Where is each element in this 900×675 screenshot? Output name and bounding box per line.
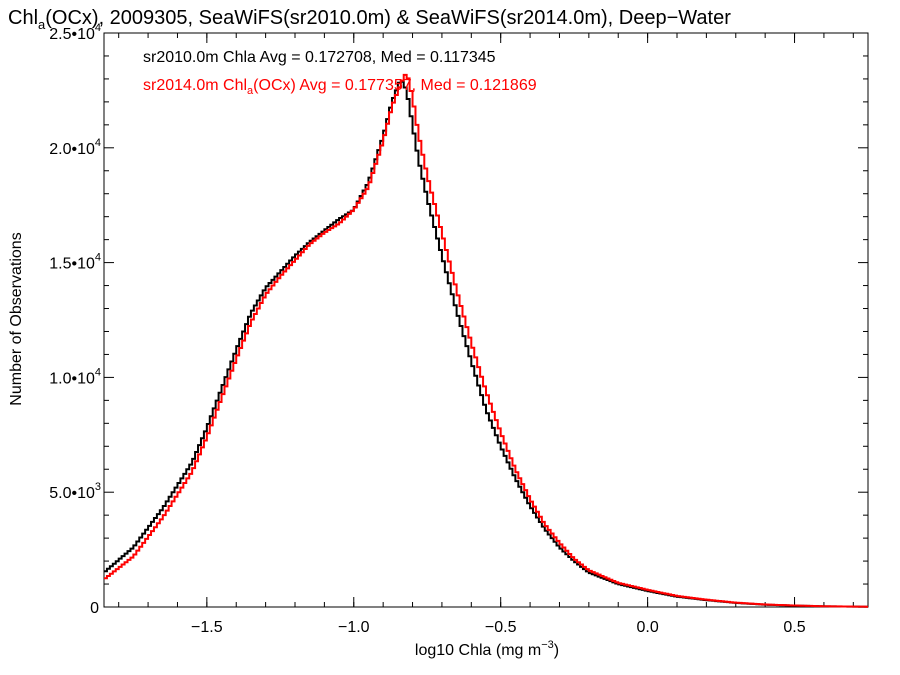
series-layer xyxy=(104,73,868,608)
y-tick-label: 1.5•104 xyxy=(49,252,101,273)
x-tick-label: −1.5 xyxy=(191,619,223,636)
series-line-sr2014 xyxy=(104,73,868,608)
y-tick-label: 0 xyxy=(90,600,99,617)
series-line-sr2010 xyxy=(104,80,868,608)
x-axis-title: log10 Chla (mg m−3) xyxy=(415,639,559,659)
legend-entry-sr2010: sr2010.0m Chla Avg = 0.172708, Med = 0.1… xyxy=(143,49,496,66)
x-tick-label: 0.5 xyxy=(783,619,805,636)
legend-entry-sr2014: sr2014.0m Chla(OCx) Avg = 0.177357, Med … xyxy=(143,77,537,97)
x-tick-label: −1.0 xyxy=(338,619,370,636)
y-tick-label: 2.5•104 xyxy=(49,22,101,43)
chart-title: Chla(OCx), 2009305, SeaWiFS(sr2010.0m) &… xyxy=(8,7,731,32)
y-axis: 0 5.0•103 1.0•104 1.5•104 2.0•104 2.5•104 xyxy=(49,22,868,617)
x-tick-label: −0.5 xyxy=(485,619,517,636)
x-axis: −1.5 −1.0 −0.5 0.0 0.5 xyxy=(118,33,854,636)
y-tick-label: 5.0•103 xyxy=(49,481,101,502)
y-axis-title: Number of Observations xyxy=(8,232,25,405)
plot-frame xyxy=(103,32,869,608)
x-tick-label: 0.0 xyxy=(636,619,658,636)
y-tick-label: 1.0•104 xyxy=(49,366,101,387)
y-tick-label: 2.0•104 xyxy=(49,137,101,158)
